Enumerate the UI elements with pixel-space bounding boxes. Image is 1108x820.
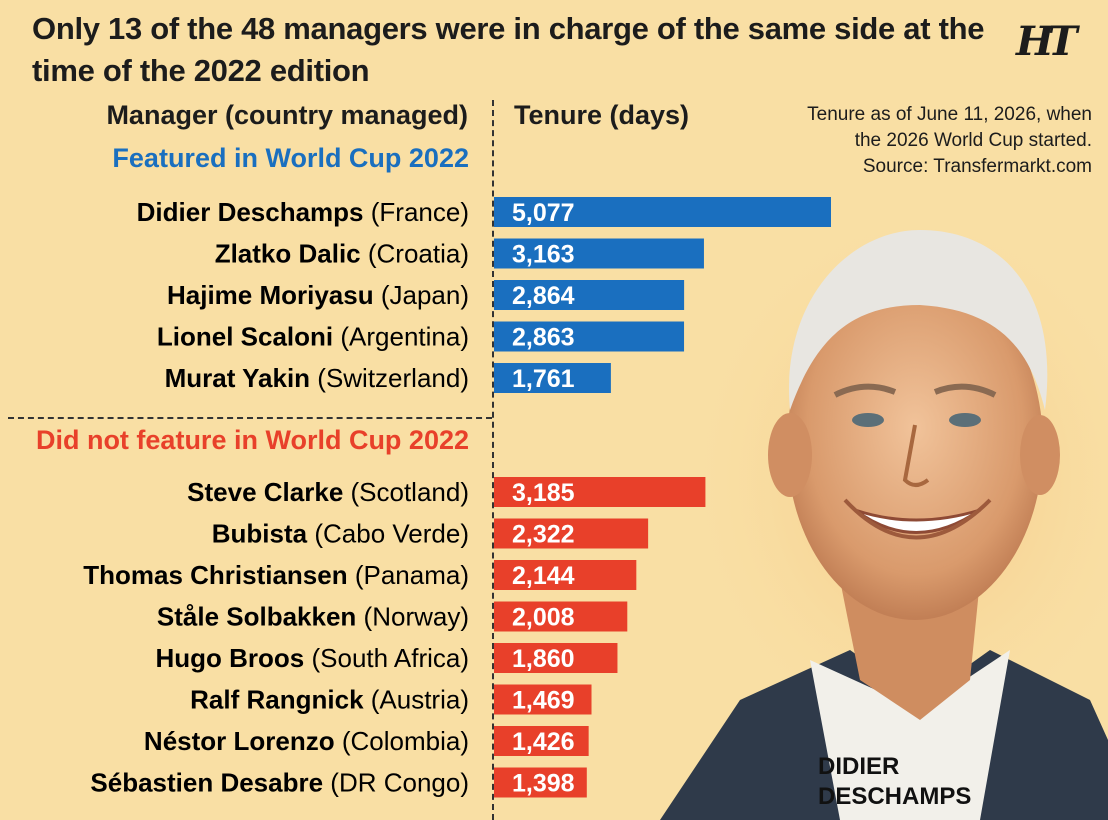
country-name: (Japan) — [381, 280, 469, 310]
manager-label: Hajime Moriyasu (Japan) — [167, 280, 469, 310]
manager-label: Lionel Scaloni (Argentina) — [157, 322, 469, 352]
country-name: (Panama) — [355, 560, 469, 590]
tenure-bar — [494, 363, 611, 393]
manager-label: Murat Yakin (Switzerland) — [165, 363, 469, 393]
country-name: (South Africa) — [311, 643, 469, 673]
portrait-caption-line-1: DIDIER — [818, 753, 900, 780]
manager-name: Zlatko Dalic — [215, 239, 368, 269]
bar-value-label: 1,469 — [512, 687, 575, 715]
country-name: (Austria) — [371, 685, 469, 715]
tenure-bar — [494, 280, 685, 310]
manager-name: Thomas Christiansen — [83, 560, 355, 590]
axis-divider — [492, 100, 494, 820]
bar-value-label: 2,008 — [512, 604, 575, 632]
tenure-bar — [494, 601, 628, 632]
manager-label: Zlatko Dalic (Croatia) — [215, 239, 469, 269]
source-note: Tenure as of June 11, 2026, when the 202… — [807, 102, 1092, 180]
country-name: (Croatia) — [368, 239, 469, 269]
manager-name: Néstor Lorenzo — [144, 726, 342, 756]
manager-label: Néstor Lorenzo (Colombia) — [144, 726, 469, 756]
chart-title: Only 13 of the 48 managers were in charg… — [32, 11, 985, 88]
group-divider — [8, 417, 492, 419]
ht-logo: HT — [1016, 18, 1078, 65]
country-name: (DR Congo) — [330, 768, 469, 798]
manager-label: Ralf Rangnick (Austria) — [190, 685, 469, 715]
manager-name: Murat Yakin — [165, 363, 318, 393]
tenure-bar — [494, 518, 649, 549]
country-name: (Argentina) — [340, 322, 469, 352]
portrait-caption: DIDIER DESCHAMPS — [818, 752, 971, 812]
tenure-bar — [494, 238, 704, 269]
manager-label: Thomas Christiansen (Panama) — [83, 560, 469, 590]
manager-name: Ståle Solbakken — [157, 602, 364, 632]
manager-label: Sébastien Desabre (DR Congo) — [90, 768, 469, 798]
note-line-2: the 2026 World Cup started. — [854, 130, 1092, 151]
tenure-bar — [494, 643, 618, 673]
note-line-1: Tenure as of June 11, 2026, when — [807, 104, 1092, 125]
manager-name: Hugo Broos — [155, 643, 311, 673]
tenure-bar — [494, 197, 831, 227]
bar-value-label: 1,761 — [512, 365, 575, 393]
bar-value-label: 1,860 — [512, 645, 575, 673]
tenure-column-header: Tenure (days) — [514, 100, 690, 130]
bar-value-label: 2,144 — [512, 562, 575, 590]
bar-value-label: 2,863 — [512, 324, 575, 352]
manager-name: Hajime Moriyasu — [167, 280, 381, 310]
bar-value-label: 3,163 — [512, 241, 575, 269]
country-name: (France) — [371, 197, 469, 227]
manager-name: Ralf Rangnick — [190, 685, 371, 715]
note-source: Source: Transfermarkt.com — [862, 156, 1092, 177]
manager-label: Didier Deschamps (France) — [137, 197, 469, 227]
tenure-bar — [494, 321, 685, 352]
tenure-bar — [494, 477, 706, 507]
tenure-bar — [494, 726, 589, 756]
country-name: (Colombia) — [342, 726, 469, 756]
bar-value-label: 2,322 — [512, 521, 575, 549]
group-title: Did not feature in World Cup 2022 — [36, 425, 469, 455]
tenure-bar — [494, 767, 587, 798]
manager-column-header: Manager (country managed) — [106, 100, 468, 130]
tenure-bar — [494, 560, 637, 590]
manager-label: Steve Clarke (Scotland) — [187, 477, 469, 507]
country-name: (Cabo Verde) — [314, 519, 469, 549]
country-name: (Norway) — [364, 602, 469, 632]
group-title: Featured in World Cup 2022 — [112, 143, 469, 173]
manager-name: Steve Clarke — [187, 477, 350, 507]
bar-value-label: 2,864 — [512, 282, 575, 310]
portrait-caption-line-2: DESCHAMPS — [818, 783, 972, 810]
bar-value-label: 5,077 — [512, 199, 575, 227]
bar-value-label: 3,185 — [512, 479, 575, 507]
manager-name: Lionel Scaloni — [157, 322, 340, 352]
country-name: (Switzerland) — [317, 363, 469, 393]
bar-value-label: 1,398 — [512, 770, 575, 798]
manager-label: Hugo Broos (South Africa) — [155, 643, 469, 673]
country-name: (Scotland) — [351, 477, 470, 507]
manager-portrait-illustration — [660, 200, 1108, 820]
tenure-bar — [494, 684, 592, 715]
manager-label: Bubista (Cabo Verde) — [212, 519, 469, 549]
manager-label: Ståle Solbakken (Norway) — [157, 602, 469, 632]
manager-name: Didier Deschamps — [137, 197, 371, 227]
manager-name: Bubista — [212, 519, 315, 549]
bar-value-label: 1,426 — [512, 728, 575, 756]
manager-name: Sébastien Desabre — [90, 768, 330, 798]
